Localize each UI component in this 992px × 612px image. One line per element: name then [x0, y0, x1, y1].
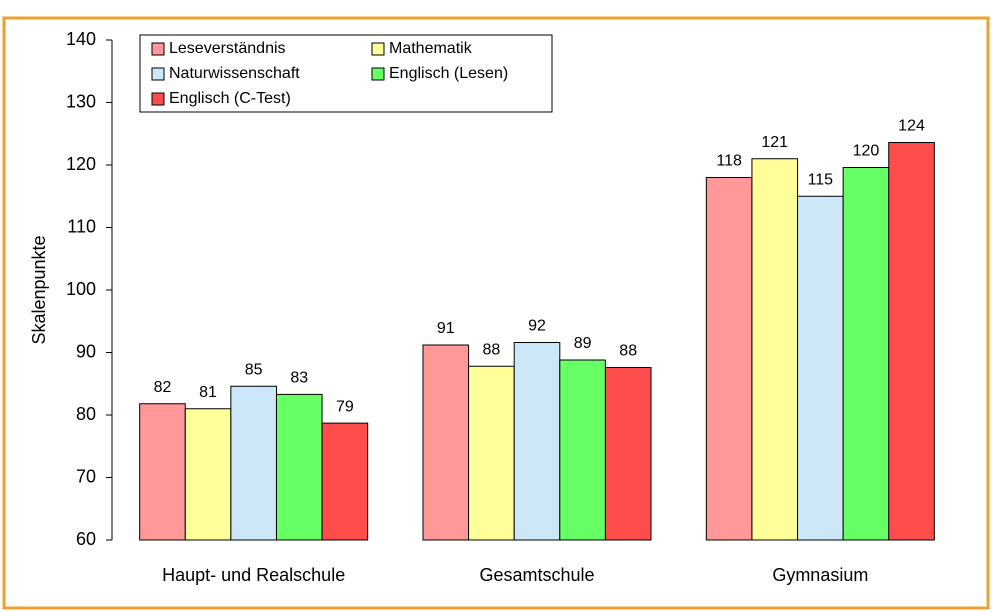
legend-swatch: [151, 92, 165, 106]
frame: [2, 16, 990, 610]
bar: [751, 158, 799, 541]
y-axis-label: Skalenpunkte: [29, 235, 49, 344]
y-tick-label: 80: [76, 404, 96, 424]
data-label: 118: [716, 153, 742, 170]
data-label: 79: [336, 398, 354, 415]
y-tick-label: 120: [66, 154, 96, 174]
bar: [888, 142, 935, 541]
y-tick-label: 140: [66, 29, 96, 49]
bar: [184, 408, 232, 541]
data-label: 88: [619, 343, 637, 360]
data-label: 81: [199, 384, 217, 401]
bar: [468, 365, 515, 541]
data-label: 88: [483, 341, 501, 358]
bar: [139, 403, 186, 541]
x-tick-label: Gesamtschule: [479, 565, 594, 585]
y-tick-label: 130: [66, 91, 96, 111]
legend-label: Englisch (C-Test): [169, 90, 291, 107]
bar: [321, 422, 369, 541]
bar: [559, 359, 606, 541]
y-tick-label: 70: [76, 466, 96, 486]
legend-swatch: [371, 42, 385, 56]
y-tick-label: 60: [76, 529, 96, 549]
data-label: 120: [853, 143, 880, 160]
y-tick-label: 90: [76, 341, 96, 361]
data-label: 91: [437, 320, 455, 337]
legend-label: Naturwissenschaft: [169, 65, 300, 82]
bar: [422, 344, 470, 541]
legend-swatch: [151, 42, 165, 56]
data-label: 82: [154, 379, 172, 396]
data-label: 92: [528, 318, 546, 335]
legend-label: Leseverständnis: [169, 40, 286, 57]
x-tick-label: Haupt- und Realschule: [162, 565, 345, 585]
bar: [230, 385, 277, 541]
y-tick-label: 100: [66, 279, 96, 299]
bar: [604, 367, 652, 541]
bar: [842, 167, 890, 541]
data-label: 83: [290, 370, 308, 387]
legend-label: Mathematik: [389, 40, 473, 57]
bar: [705, 177, 753, 541]
bar: [513, 342, 561, 541]
data-label: 115: [808, 171, 834, 188]
legend-swatch: [151, 67, 165, 81]
data-label: 124: [898, 118, 925, 135]
data-label: 89: [574, 335, 592, 352]
x-tick-label: Gymnasium: [772, 565, 868, 585]
bar: [797, 195, 844, 541]
data-label: 121: [761, 134, 788, 151]
legend-label: Englisch (Lesen): [389, 65, 508, 82]
bar: [275, 393, 323, 541]
legend-box: [139, 34, 553, 113]
data-label: 85: [245, 361, 263, 378]
legend-swatch: [371, 67, 385, 81]
y-tick-label: 110: [67, 216, 96, 236]
